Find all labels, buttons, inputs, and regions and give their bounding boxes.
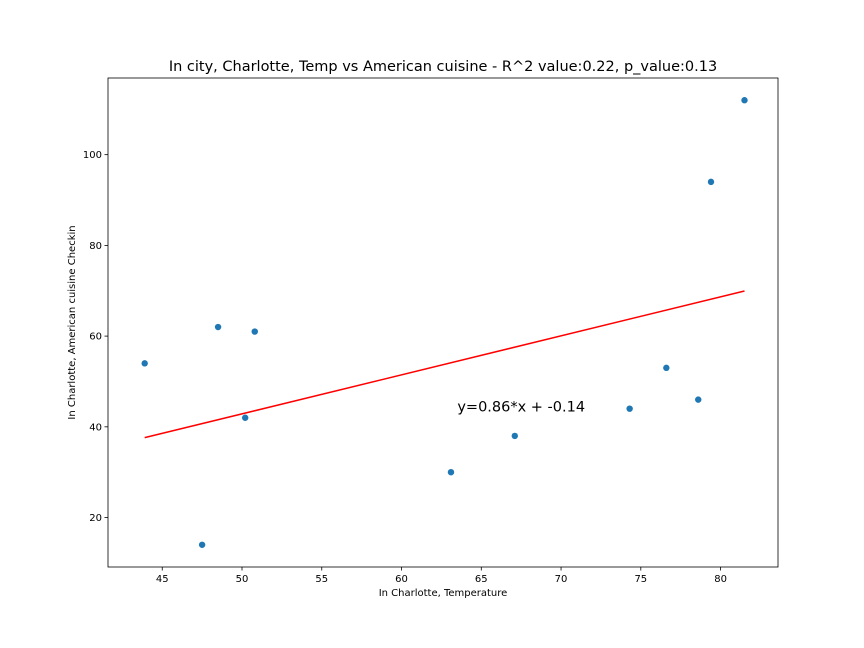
x-ticks: 45 50 55 60 65 70 75 80 bbox=[156, 567, 727, 585]
x-tick-label: 50 bbox=[236, 574, 249, 585]
scatter-point bbox=[741, 97, 748, 104]
scatter-point bbox=[198, 541, 206, 548]
scatter-point bbox=[707, 178, 715, 186]
scatter-point bbox=[214, 323, 222, 331]
x-tick-label: 65 bbox=[475, 574, 488, 585]
y-tick-label: 60 bbox=[89, 332, 102, 343]
y-axis-label: In Charlotte, American cuisine Checkin bbox=[67, 225, 78, 419]
points-layer bbox=[141, 97, 748, 548]
y-tick-label: 80 bbox=[89, 241, 102, 252]
scatter-point bbox=[241, 414, 249, 421]
x-tick-label: 80 bbox=[714, 574, 727, 585]
chart-title: In city, Charlotte, Temp vs American cui… bbox=[169, 59, 717, 75]
y-tick-label: 40 bbox=[89, 422, 102, 433]
x-tick-label: 70 bbox=[555, 574, 568, 585]
x-axis-label: In Charlotte, Temperature bbox=[379, 588, 508, 599]
scatter-point bbox=[626, 405, 633, 412]
scatter-point bbox=[695, 396, 702, 403]
regression-layer bbox=[144, 290, 745, 439]
y-tick-label: 100 bbox=[83, 150, 102, 161]
y-tick-label: 20 bbox=[89, 513, 102, 524]
x-tick-label: 55 bbox=[315, 574, 328, 585]
x-tick-label: 45 bbox=[156, 574, 169, 585]
scatter-point bbox=[251, 328, 258, 335]
x-tick-label: 60 bbox=[395, 574, 408, 585]
y-ticks: 20 40 60 80 100 bbox=[83, 150, 108, 524]
plot-frame bbox=[107, 77, 779, 568]
x-tick-label: 75 bbox=[634, 574, 647, 585]
regression-line bbox=[144, 290, 745, 439]
scatter-point bbox=[447, 468, 455, 476]
scatter-point bbox=[663, 364, 670, 372]
scatter-point bbox=[141, 360, 148, 367]
regression-equation: y=0.86*x + -0.14 bbox=[457, 399, 585, 415]
scatter-point bbox=[511, 432, 518, 440]
